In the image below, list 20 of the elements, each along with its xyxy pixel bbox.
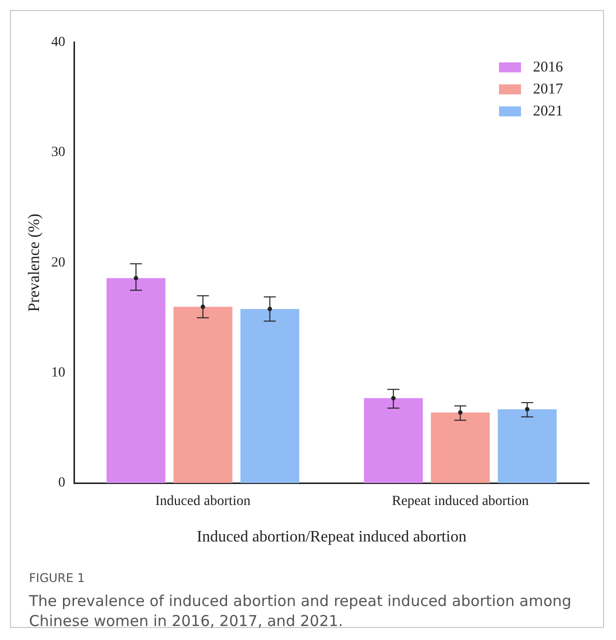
legend-label: 2016 (533, 59, 564, 76)
bar (498, 409, 557, 483)
y-tick-label: 30 (51, 145, 66, 160)
legend-label: 2017 (533, 81, 564, 98)
legend-label: 2021 (533, 103, 563, 120)
bar (364, 398, 423, 483)
y-tick-label: 10 (51, 366, 66, 381)
x-tick-label: Induced abortion (155, 494, 251, 510)
y-tick-label: 40 (51, 35, 66, 50)
caption: FIGURE 1 (29, 571, 86, 585)
bar (430, 412, 490, 483)
y-tick-label: 0 (58, 476, 66, 491)
y-axis-title: Prevalence (%) (26, 214, 43, 312)
bar (240, 308, 300, 483)
bar (106, 278, 166, 483)
bar (173, 306, 232, 483)
x-axis-title: Induced abortion/Repeat induced abortion (196, 528, 466, 546)
x-tick-label: Repeat induced abortion (392, 494, 529, 510)
y-tick-label: 20 (51, 255, 66, 270)
text: The prevalence of induced abortion and repeat induced abortion among Chinese women in 2016, 2017, and 2021. (29, 591, 572, 631)
